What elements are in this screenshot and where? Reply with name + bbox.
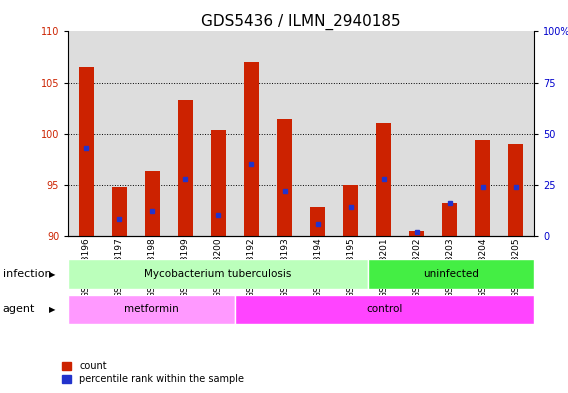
Bar xyxy=(442,203,457,236)
Bar xyxy=(409,231,424,236)
Text: control: control xyxy=(366,305,402,314)
Text: infection: infection xyxy=(3,269,52,279)
Bar xyxy=(508,144,523,236)
Bar xyxy=(68,295,235,324)
Legend: count, percentile rank within the sample: count, percentile rank within the sample xyxy=(62,361,244,384)
Bar xyxy=(343,185,358,236)
Text: ▶: ▶ xyxy=(49,270,56,279)
Bar xyxy=(79,67,94,236)
Text: metformin: metformin xyxy=(124,305,179,314)
Bar xyxy=(376,123,391,236)
Text: ▶: ▶ xyxy=(49,305,56,314)
Bar xyxy=(244,62,259,236)
Title: GDS5436 / ILMN_2940185: GDS5436 / ILMN_2940185 xyxy=(201,14,401,30)
Bar xyxy=(475,140,490,236)
Bar xyxy=(277,119,292,236)
Bar xyxy=(367,259,534,289)
Bar xyxy=(211,130,226,236)
Text: Mycobacterium tuberculosis: Mycobacterium tuberculosis xyxy=(144,269,291,279)
Bar xyxy=(178,100,193,236)
Bar xyxy=(145,171,160,236)
Text: agent: agent xyxy=(3,305,35,314)
Bar xyxy=(235,295,534,324)
Bar xyxy=(310,207,325,236)
Bar xyxy=(68,259,367,289)
Bar xyxy=(112,187,127,236)
Text: uninfected: uninfected xyxy=(423,269,479,279)
